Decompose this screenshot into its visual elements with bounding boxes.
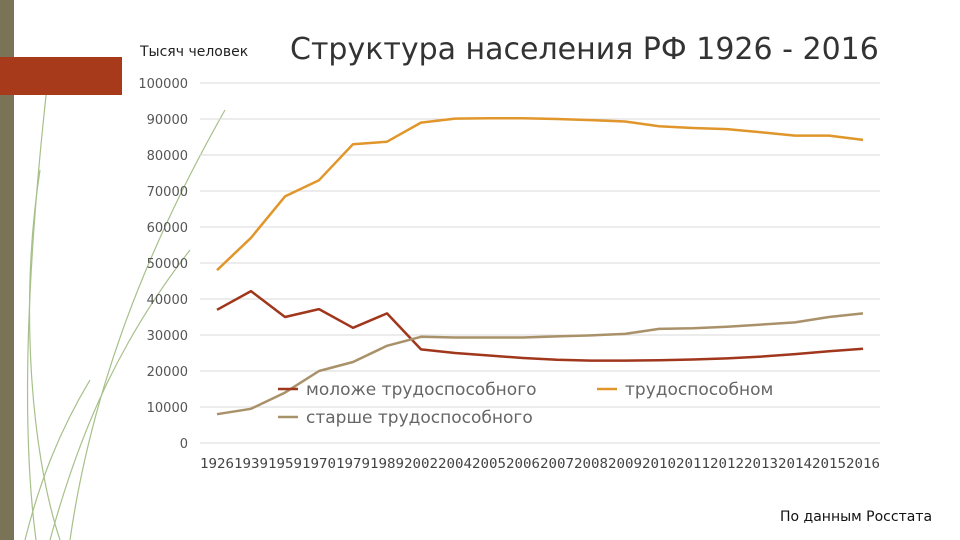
x-tick-label: 1979	[336, 457, 370, 472]
unit-label: Тысяч человек	[140, 44, 249, 60]
decor-curve-5	[24, 379, 91, 540]
x-tick-label: 2012	[710, 457, 744, 472]
chart-title: Структура населения РФ 1926 - 2016	[290, 32, 879, 67]
decorative-curves	[24, 59, 226, 540]
decor-curve-1	[26, 59, 51, 540]
y-tick-label: 100000	[138, 77, 188, 92]
decor-curve-2	[28, 169, 61, 540]
y-tick-label: 70000	[147, 185, 188, 200]
x-tick-label: 2008	[574, 457, 608, 472]
legend-label: трудоспособном	[625, 380, 773, 400]
x-tick-label: 2011	[676, 457, 710, 472]
series-line	[216, 117, 864, 272]
x-tick-label: 1959	[268, 457, 302, 472]
accent-block	[0, 57, 122, 95]
x-tick-label: 2013	[744, 457, 778, 472]
y-tick-label: 80000	[147, 149, 188, 164]
series-line	[216, 312, 864, 416]
x-tick-label: 2009	[608, 457, 642, 472]
decor-curve-3	[69, 109, 226, 540]
x-tick-label: 2004	[438, 457, 472, 472]
legend-label: моложе трудоспособного	[306, 380, 537, 400]
x-tick-label: 2007	[540, 457, 574, 472]
y-tick-label: 60000	[147, 221, 188, 236]
x-tick-label: 1939	[234, 457, 268, 472]
legend-label: старше трудоспособного	[306, 408, 533, 428]
x-tick-label: 2006	[506, 457, 540, 472]
x-tick-label: 2002	[404, 457, 438, 472]
y-tick-label: 30000	[147, 329, 188, 344]
x-tick-label: 2005	[472, 457, 506, 472]
x-tick-label: 2016	[846, 457, 880, 472]
y-tick-label: 90000	[147, 113, 188, 128]
x-tick-label: 2015	[812, 457, 846, 472]
x-tick-label: 2014	[778, 457, 812, 472]
y-tick-label: 40000	[147, 293, 188, 308]
y-tick-label: 20000	[147, 365, 188, 380]
x-tick-label: 2010	[642, 457, 676, 472]
series-line	[216, 289, 864, 362]
decor-curve-4	[49, 249, 191, 540]
source-note: По данным Росстата	[780, 509, 933, 525]
x-tick-label: 1989	[370, 457, 404, 472]
y-tick-label: 0	[180, 437, 188, 452]
x-tick-label: 1926	[200, 457, 234, 472]
x-tick-label: 1970	[302, 457, 336, 472]
y-tick-label: 50000	[147, 257, 188, 272]
y-tick-label: 10000	[147, 401, 188, 416]
left-sidebar-bar	[0, 0, 14, 540]
